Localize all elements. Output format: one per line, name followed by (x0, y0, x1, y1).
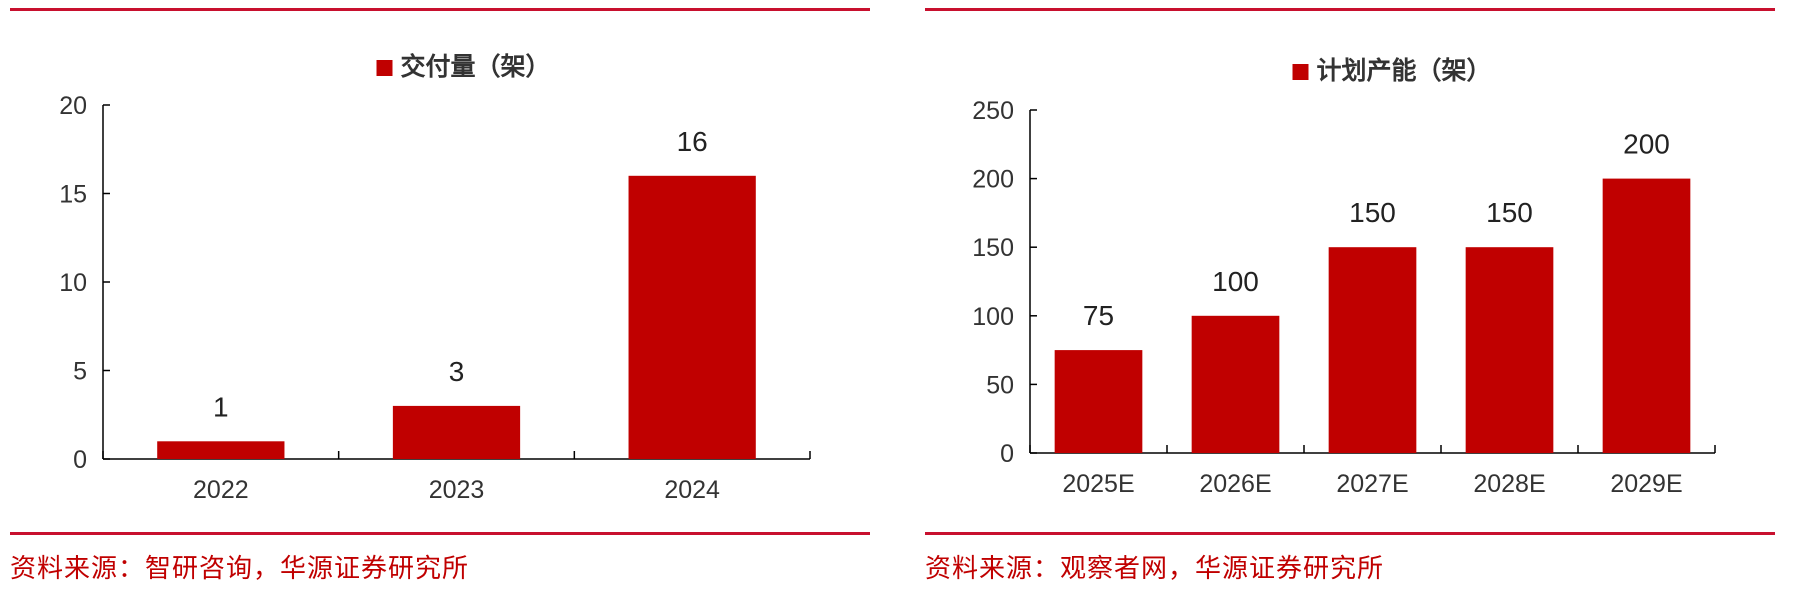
bar (392, 405, 521, 459)
bottom-rule (10, 532, 870, 535)
bar (1054, 350, 1143, 453)
data-label: 3 (449, 356, 465, 387)
x-tick-label: 2028E (1473, 470, 1545, 498)
left-bar-chart: 交付量（架） 0 5 10 15 20 1 2022 3 2023 16 2024 (59, 52, 811, 504)
legend-label: 计划产能（架） (1317, 56, 1492, 85)
data-label: 150 (1349, 197, 1396, 228)
y-tick-label: 0 (1000, 440, 1014, 468)
data-label: 16 (677, 126, 708, 157)
y-tick-label: 50 (986, 371, 1014, 399)
data-label: 75 (1083, 300, 1114, 331)
data-label: 1 (213, 391, 229, 422)
right-bar-chart: 计划产能（架） 0 50 100 150 200 250 75 2025E 100 2026E 150… (972, 56, 1716, 498)
x-tick-label: 2029E (1610, 470, 1682, 498)
data-label: 100 (1212, 266, 1259, 297)
data-label: 200 (1623, 129, 1670, 160)
legend-swatch (1292, 64, 1309, 80)
top-rule (925, 8, 1775, 11)
legend: 计划产能（架） (1292, 56, 1492, 85)
y-tick-label: 150 (972, 234, 1014, 262)
legend-label: 交付量（架） (401, 52, 551, 81)
legend-swatch (376, 60, 393, 76)
bar (628, 175, 756, 460)
x-tick-label: 2027E (1336, 470, 1408, 498)
bar (157, 441, 285, 459)
y-tick-label: 10 (59, 269, 87, 297)
top-rule (10, 8, 870, 11)
x-tick-label: 2022 (193, 476, 249, 504)
data-label: 150 (1486, 197, 1533, 228)
y-tick-label: 0 (73, 446, 87, 474)
y-tick-label: 5 (73, 358, 87, 386)
bar (1465, 247, 1554, 453)
bar (1328, 247, 1417, 453)
y-tick-label: 200 (972, 166, 1014, 194)
y-tick-label: 20 (59, 92, 87, 120)
y-tick-label: 15 (59, 181, 87, 209)
x-tick-label: 2025E (1062, 470, 1134, 498)
y-tick-label: 100 (972, 303, 1014, 331)
bar (1191, 315, 1280, 453)
left-chart-panel: 交付量（架） 0 5 10 15 20 1 2022 3 2023 16 2024 资料来源：智研咨询… (0, 0, 870, 589)
source-note: 资料来源：智研咨询，华源证券研究所 (10, 554, 470, 584)
bottom-rule (925, 532, 1775, 535)
y-tick-label: 250 (972, 97, 1014, 125)
bar (1602, 178, 1691, 453)
x-tick-label: 2026E (1199, 470, 1271, 498)
x-tick-label: 2024 (664, 476, 720, 504)
source-note: 资料来源：观察者网，华源证券研究所 (925, 554, 1385, 584)
right-chart-panel: 计划产能（架） 0 50 100 150 200 250 75 2025E 100 2026E 150… (915, 0, 1775, 589)
x-tick-label: 2023 (429, 476, 485, 504)
legend: 交付量（架） (376, 52, 551, 81)
